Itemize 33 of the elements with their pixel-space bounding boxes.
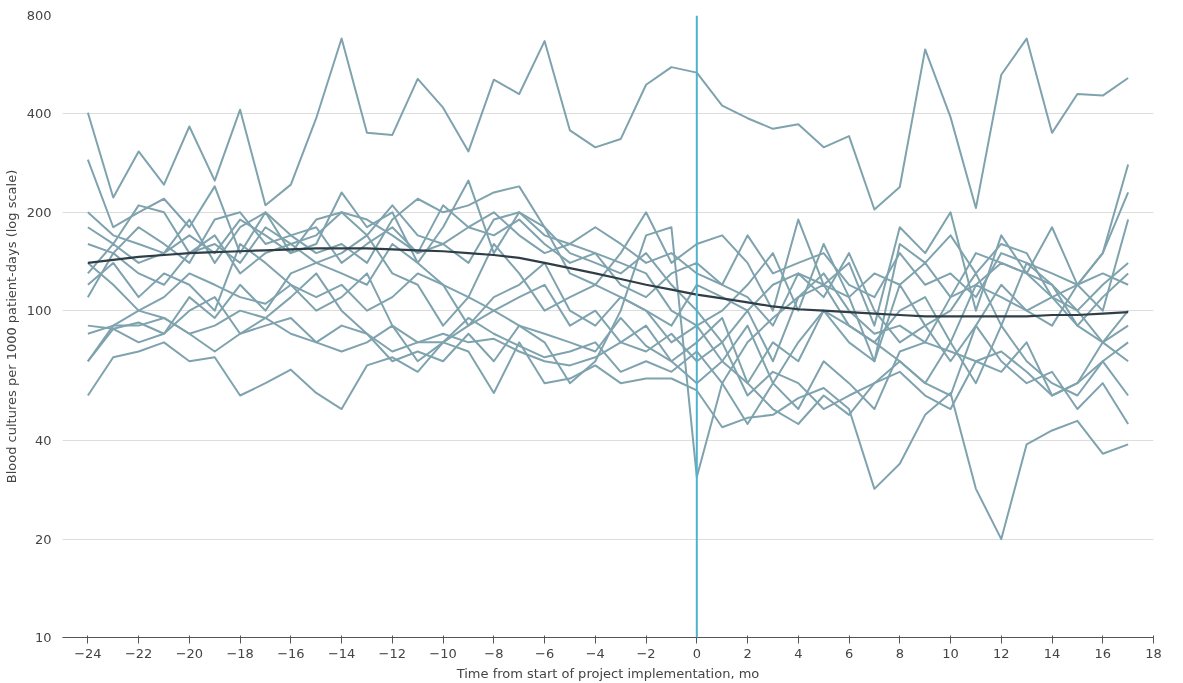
x-tick-label: −8 xyxy=(484,645,504,661)
x-tick-label: −16 xyxy=(277,645,305,661)
x-tick-label: 10 xyxy=(942,645,959,661)
x-axis-title: Time from start of project implementation, mo xyxy=(455,665,760,681)
y-tick-label: 400 xyxy=(26,106,52,122)
x-tick-label: 4 xyxy=(794,645,803,661)
x-tick-label: −2 xyxy=(636,645,656,661)
y-tick-label: 10 xyxy=(34,630,52,645)
x-tick-label: 2 xyxy=(743,645,752,661)
y-axis-title: Blood cultures per 1000 patient-days (log scale) xyxy=(3,169,19,484)
x-tick-label: −10 xyxy=(429,645,457,661)
y-tick-label: 100 xyxy=(26,303,52,319)
y-tick-label: 40 xyxy=(34,433,52,449)
y-tick-label: 200 xyxy=(26,204,52,220)
x-tick-label: −22 xyxy=(124,645,153,661)
x-tick-label: −20 xyxy=(175,645,204,661)
line-series xyxy=(86,37,1130,211)
x-tick-label: 12 xyxy=(993,645,1010,661)
x-tick-label: 16 xyxy=(1094,645,1112,661)
x-tick-label: −24 xyxy=(74,645,102,661)
x-tick-label: −12 xyxy=(378,645,407,661)
x-tick-label: −18 xyxy=(226,645,254,661)
y-tick-label: 20 xyxy=(34,531,52,547)
y-tick-label: 800 xyxy=(26,8,52,23)
x-tick-label: 0 xyxy=(692,645,701,661)
x-tick-label: 6 xyxy=(844,645,854,661)
x-tick-label: 8 xyxy=(895,645,904,661)
x-tick-label: 14 xyxy=(1043,645,1061,661)
x-tick-label: −4 xyxy=(585,645,605,661)
line-series xyxy=(86,247,1130,318)
x-tick-label: −14 xyxy=(327,645,356,661)
x-tick-label: 18 xyxy=(1145,645,1162,661)
x-tick-label: −6 xyxy=(534,645,555,661)
